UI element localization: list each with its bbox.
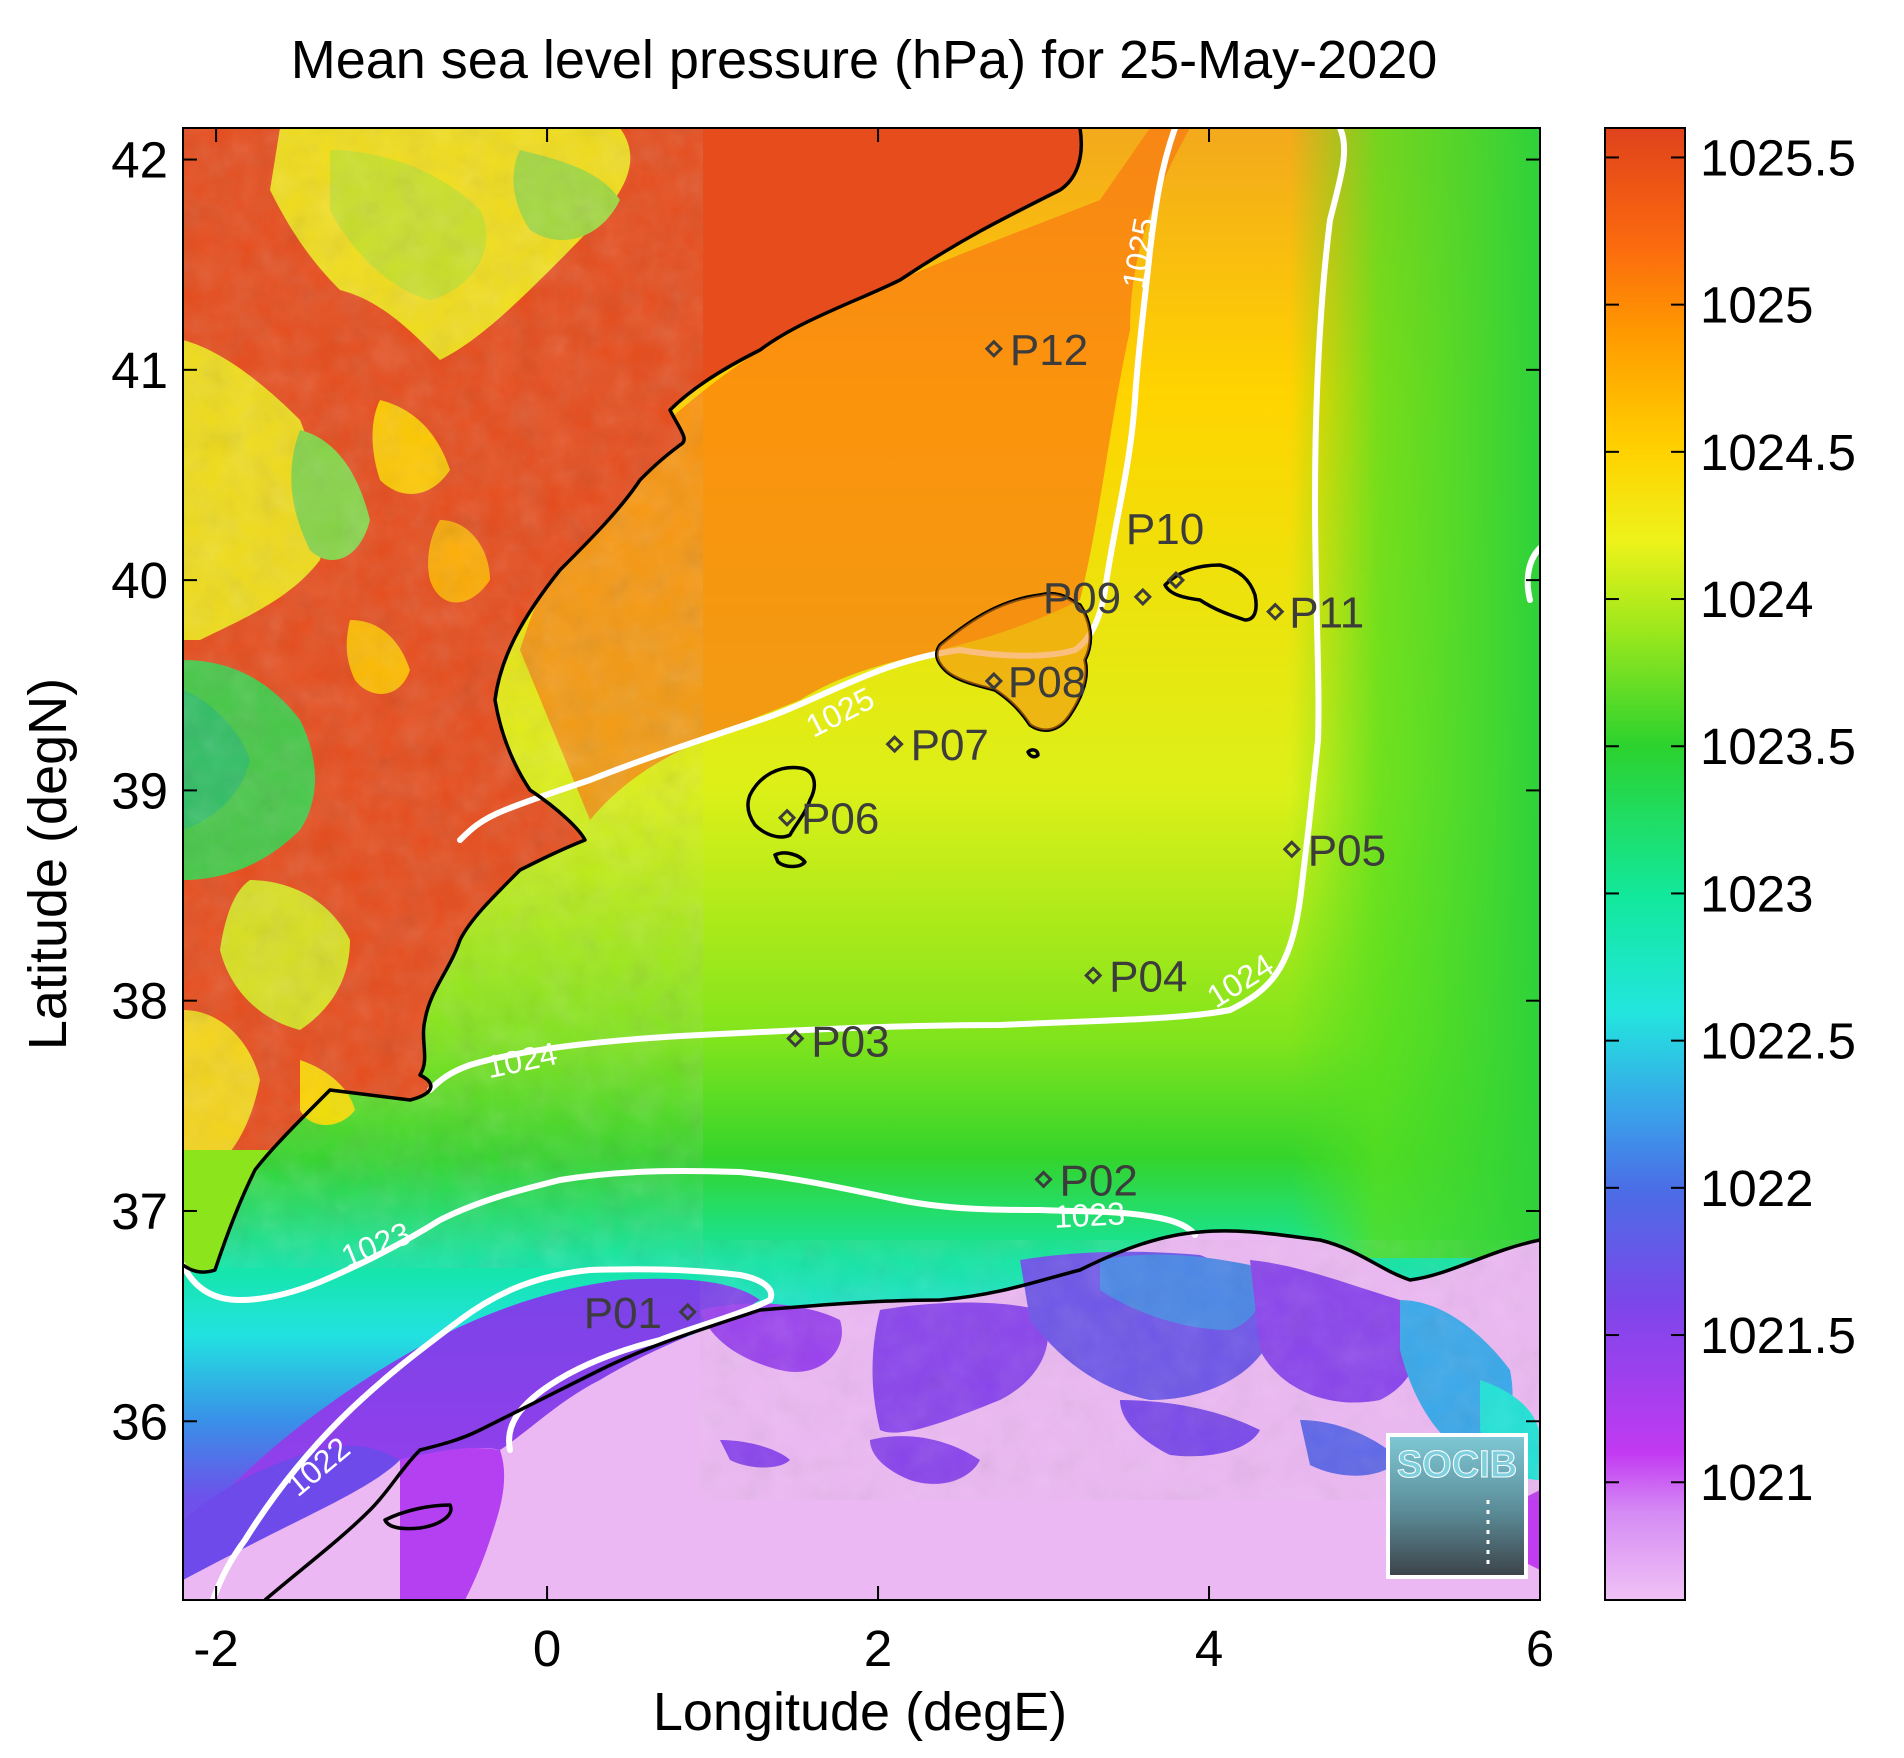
x-tick-label: 6 <box>1526 1620 1554 1677</box>
chart-title: Mean sea level pressure (hPa) for 25-May… <box>291 30 1438 90</box>
africa-coastline <box>263 1229 1540 1600</box>
colorbar-tick-label: 1021.5 <box>1700 1307 1856 1364</box>
station-label: P02 <box>1060 1156 1138 1205</box>
ibiza-coastline <box>746 765 817 839</box>
isobar-1022 <box>210 1266 775 1600</box>
station-marker <box>1282 840 1301 859</box>
station-label: P03 <box>811 1018 889 1067</box>
station-label: P10 <box>1126 505 1204 554</box>
isobar-1024-east <box>1524 545 1540 603</box>
alboran-islet-coastline <box>383 1503 453 1531</box>
colorbar-tick-label: 1023.5 <box>1700 718 1856 775</box>
terrain-grain <box>183 128 703 1268</box>
y-tick-label: 36 <box>111 1393 168 1450</box>
station-label: P06 <box>801 795 879 844</box>
x-tick-label: 4 <box>1195 1620 1223 1677</box>
y-tick-label: 39 <box>111 762 168 819</box>
x-tick-label: 0 <box>533 1620 561 1677</box>
y-tick-label: 42 <box>111 132 168 189</box>
station-marker <box>1084 966 1103 985</box>
x-tick-label: 2 <box>864 1620 892 1677</box>
colorbar: 1021 1021.5 1022 1022.5 1023 1023.5 1024 1024.5… <box>1604 127 1856 1601</box>
station-marker <box>1266 602 1285 621</box>
y-tick-label: 38 <box>111 973 168 1030</box>
station-marker <box>1034 1170 1053 1189</box>
station-label: P11 <box>1289 589 1364 638</box>
x-axis-label: Longitude (degE) <box>653 1682 1067 1742</box>
isobars <box>183 128 1540 1600</box>
isobar-label: 1023 <box>1053 1195 1126 1235</box>
colorbar-tick-label: 1023 <box>1700 865 1813 922</box>
colorbar-ticks: 1021 1021.5 1022 1022.5 1023 1023.5 1024 1024.5… <box>1605 129 1856 1511</box>
formentera-coastline <box>773 851 807 869</box>
y-tick-label: 40 <box>111 552 168 609</box>
socib-logo: SOCIB <box>1386 1433 1528 1579</box>
station-label: P07 <box>911 721 989 770</box>
menorca-coastline <box>1163 563 1258 622</box>
station-marker <box>1166 570 1186 590</box>
y-tick-label: 37 <box>111 1183 168 1240</box>
colorbar-tick-label: 1022 <box>1700 1160 1813 1217</box>
colorbar-tick-label: 1025 <box>1700 277 1813 334</box>
station-label: P05 <box>1308 826 1386 875</box>
station-marker <box>777 808 797 827</box>
iberia-coastline <box>183 128 1083 1274</box>
station-marker <box>885 735 904 754</box>
map-field: 1025 1025 1024 1024 1023 1023 1022 <box>183 128 1540 1600</box>
isobar-1023 <box>183 1167 1198 1304</box>
colorbar-gradient <box>1604 127 1686 1601</box>
x-tick-label: -2 <box>193 1620 238 1677</box>
colorbar-tick-label: 1022.5 <box>1700 1013 1856 1070</box>
colorbar-tick-label: 1025.5 <box>1700 129 1856 186</box>
station-label: P01 <box>584 1289 662 1338</box>
station-label: P04 <box>1109 952 1187 1001</box>
station-label: P12 <box>1010 326 1088 375</box>
colorbar-tick-label: 1024.5 <box>1700 424 1856 481</box>
station-label: P09 <box>1043 574 1121 623</box>
logo-text: SOCIB <box>1397 1444 1517 1486</box>
colorbar-tick-label: 1024 <box>1700 571 1813 628</box>
station-label: P08 <box>1008 658 1086 707</box>
east-sea-gradient <box>1290 128 1540 1258</box>
y-axis-label: Latitude (degN) <box>18 678 78 1050</box>
station-marker <box>678 1302 697 1322</box>
isobar-1024 <box>427 128 1348 1093</box>
y-axis-ticks: 36 37 38 39 40 41 42 <box>111 132 1540 1450</box>
cabrera-coastline <box>1026 748 1040 759</box>
station-marker <box>1133 587 1152 607</box>
plot-frame <box>182 127 1541 1601</box>
x-axis-ticks: -2 0 2 4 6 <box>193 128 1554 1677</box>
station-marker <box>786 1029 805 1048</box>
y-tick-label: 41 <box>111 342 168 399</box>
station-marker <box>984 671 1004 691</box>
colorbar-tick-label: 1021 <box>1700 1454 1813 1511</box>
station-marker <box>984 339 1004 358</box>
